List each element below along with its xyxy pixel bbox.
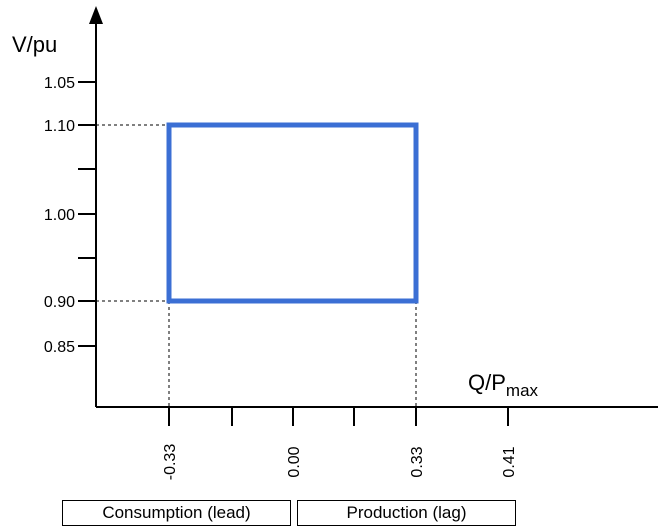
ticks: 1.05 1.10 1.00 0.90 0.85 -0.33 0.00 0.33 0.41 xyxy=(44,75,518,480)
x-tick-label: 0.00 xyxy=(286,446,303,477)
production-region-label: Production (lag) xyxy=(297,500,516,526)
y-axis-label: V/pu xyxy=(12,32,57,57)
y-tick-label: 0.85 xyxy=(44,339,75,356)
y-tick-label: 0.90 xyxy=(44,294,75,311)
x-axis-label: Q/Pmax xyxy=(468,370,539,400)
x-axis-label-main: Q/P xyxy=(468,370,506,395)
y-axis-arrow xyxy=(89,6,103,24)
operating-region xyxy=(166,122,419,304)
y-tick-label: 1.10 xyxy=(44,118,75,135)
x-tick-label: 0.41 xyxy=(501,446,518,477)
x-axis-label-subscript: max xyxy=(506,381,539,400)
y-tick-label: 1.00 xyxy=(44,207,75,224)
axes xyxy=(89,6,658,408)
x-tick-label: 0.33 xyxy=(409,446,426,477)
x-tick-label: -0.33 xyxy=(162,444,179,481)
consumption-region-label: Consumption (lead) xyxy=(62,500,291,526)
reference-lines xyxy=(96,124,417,407)
y-tick-label: 1.05 xyxy=(44,75,75,92)
